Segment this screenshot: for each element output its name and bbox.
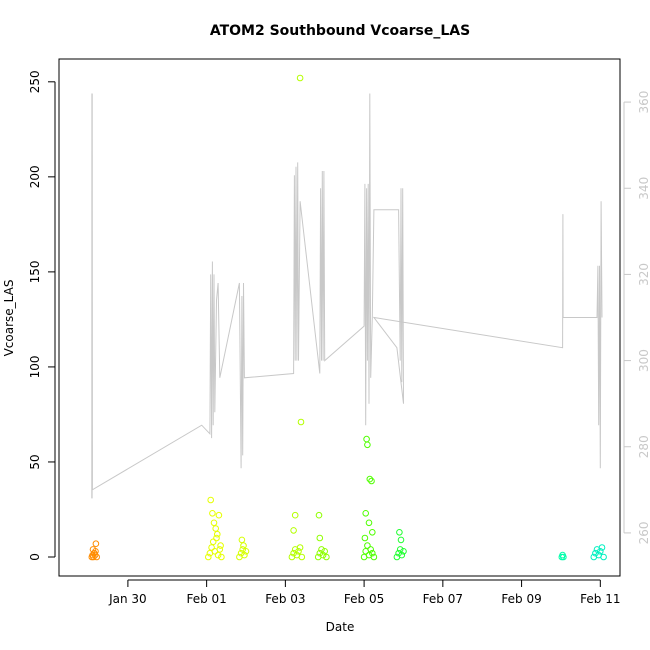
scatter-point	[369, 529, 376, 536]
scatter-point	[208, 544, 215, 551]
scatter-group-3	[288, 74, 306, 561]
scatter-point	[213, 534, 220, 542]
chart-title: ATOM2 Southbound Vcoarse_LAS	[210, 23, 470, 39]
y2-tick-label: 360	[637, 91, 650, 114]
scatter-point	[91, 551, 99, 559]
scatter-point	[209, 510, 216, 517]
scatter-point	[364, 441, 371, 449]
scatter-point	[296, 544, 304, 551]
scatter-point	[217, 542, 224, 549]
scatter-group-7	[558, 551, 567, 561]
y-axis-left: 0 50 100 150 200 250	[28, 70, 56, 561]
scatter-point	[295, 548, 302, 555]
y-tick-label: 150	[28, 260, 42, 283]
line-series-layer	[91, 93, 603, 499]
scatter-group-4	[314, 511, 330, 561]
scatter-point	[365, 519, 373, 527]
scatter-point	[367, 546, 375, 553]
y2-tick-label: 320	[637, 263, 650, 286]
scatter-point	[321, 548, 329, 555]
scatter-point	[298, 553, 306, 561]
scatter-point	[560, 553, 567, 561]
scatter-point	[397, 536, 405, 544]
scatter-point	[368, 477, 375, 485]
scatter-point	[241, 551, 248, 559]
x-tick-label: Feb 05	[344, 592, 384, 606]
scatter-group-0	[88, 540, 100, 561]
scatter-point	[400, 548, 407, 555]
scatter-group-5	[360, 435, 378, 561]
scatter-point	[297, 418, 305, 426]
scatter-point	[318, 546, 325, 553]
scatter-point	[370, 553, 378, 561]
scatter-point	[598, 544, 606, 551]
y-tick-label: 200	[28, 165, 42, 188]
scatter-point	[600, 553, 607, 561]
y2-tick-label: 340	[637, 177, 650, 200]
scatter-point	[209, 538, 217, 546]
scatter-point	[396, 546, 404, 553]
scatter-points-layer	[88, 74, 607, 561]
scatter-point	[291, 511, 299, 519]
y2-tick-label: 260	[637, 521, 650, 544]
scatter-point	[366, 475, 374, 483]
scatter-point	[396, 529, 403, 536]
scatter-point	[207, 496, 214, 504]
y-tick-label: 50	[28, 454, 42, 469]
scatter-point	[290, 527, 297, 534]
scatter-point	[212, 525, 219, 532]
scatter-point	[90, 553, 97, 561]
scatter-point	[239, 546, 246, 553]
x-tick-label: Feb 11	[580, 592, 620, 606]
scatter-point	[92, 548, 99, 555]
plot-frame	[58, 58, 621, 577]
x-tick-label: Feb 03	[265, 592, 305, 606]
y-tick-label: 100	[28, 355, 42, 378]
x-tick-label: Feb 01	[186, 592, 226, 606]
scatter-group-8	[590, 544, 607, 561]
scatter-point	[218, 553, 225, 561]
scatter-point	[205, 553, 212, 561]
y2-tick-label: 280	[637, 435, 650, 458]
scatter-point	[214, 551, 222, 559]
y2-tick-label: 300	[637, 349, 650, 372]
scatter-group-2	[236, 536, 250, 561]
scatter-point	[216, 546, 224, 553]
x-axis-label: Date	[326, 620, 355, 634]
scatter-point	[319, 551, 327, 559]
scatter-point	[92, 540, 100, 548]
x-tick-label: Feb 09	[501, 592, 541, 606]
scatter-point	[362, 510, 370, 517]
y-tick-label: 250	[28, 70, 42, 93]
scatter-point	[369, 549, 376, 557]
scatter-point	[240, 542, 247, 549]
scatter-point	[210, 519, 218, 527]
x-tick-label: Jan 30	[108, 592, 147, 606]
scatter-point	[364, 542, 371, 549]
scatter-group-1	[205, 496, 225, 561]
scatter-point	[316, 534, 324, 542]
line-series	[91, 93, 603, 499]
y-axis-label: Vcoarse_LAS	[2, 280, 16, 357]
scatter-point	[315, 511, 323, 519]
scatter-group-6	[393, 529, 407, 561]
scatter-point	[398, 551, 406, 559]
scatter-point	[597, 548, 604, 555]
y-tick-label: 0	[28, 553, 42, 561]
x-tick-label: Feb 07	[423, 592, 463, 606]
x-axis: Jan 30 Feb 01 Feb 03 Feb 05 Feb 07 Feb 09 Feb …	[108, 579, 620, 606]
scatter-point	[214, 530, 221, 538]
scatter-point	[361, 534, 369, 542]
y-axis-right: 260 280 300 320 340 360	[623, 91, 650, 544]
scatter-point	[238, 536, 246, 544]
scatter-point	[242, 548, 250, 555]
scatter-point	[323, 553, 330, 561]
scatter-point	[296, 74, 304, 82]
scatter-point	[215, 511, 223, 519]
